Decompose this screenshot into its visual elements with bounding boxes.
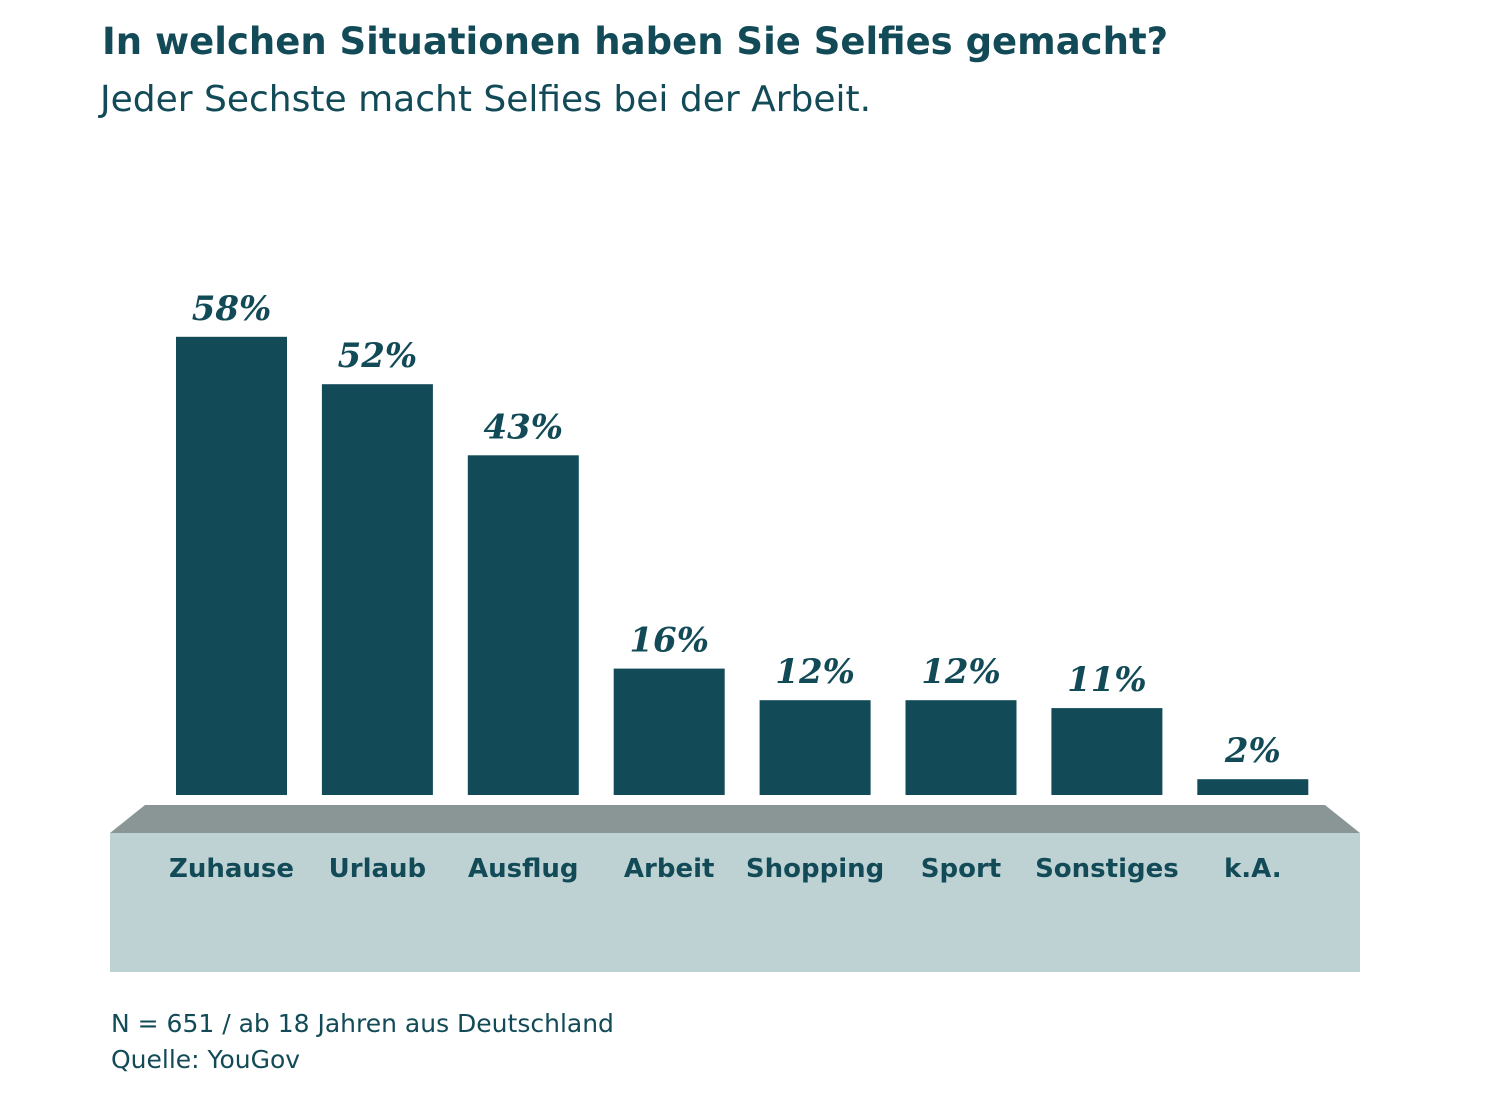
footnote-sample-size: N = 651 / ab 18 Jahren aus Deutschland bbox=[111, 1009, 614, 1038]
value-labels-group: 58% 52% 43% 16% 12% 12% 11% 2% bbox=[192, 289, 1281, 771]
chart-base-top bbox=[110, 805, 1360, 833]
category-label: Sonstiges bbox=[1035, 854, 1179, 884]
category-labels-group: Zuhause Urlaub Ausflug Arbeit Shopping Sport S… bbox=[169, 854, 1282, 884]
bar-zuhause bbox=[176, 336, 287, 795]
value-label: 12% bbox=[921, 652, 1001, 692]
category-label: k.A. bbox=[1224, 854, 1282, 884]
category-label: Urlaub bbox=[329, 854, 427, 884]
value-label: 11% bbox=[1067, 660, 1147, 700]
footnote-source: Quelle: YouGov bbox=[111, 1045, 301, 1074]
bar-k-a bbox=[1197, 779, 1309, 795]
category-label: Arbeit bbox=[624, 854, 715, 884]
bar-sonstiges bbox=[1051, 708, 1163, 795]
category-label: Shopping bbox=[746, 854, 884, 884]
value-label: 43% bbox=[483, 407, 563, 447]
bars-group bbox=[176, 336, 1309, 795]
chart-base-front bbox=[110, 833, 1360, 972]
bar-shopping bbox=[759, 700, 871, 795]
category-label: Zuhause bbox=[169, 854, 294, 884]
value-label: 2% bbox=[1224, 731, 1281, 771]
bar-urlaub bbox=[321, 384, 433, 795]
bar-sport bbox=[905, 700, 1017, 795]
chart-subtitle: Jeder Sechste macht Selfies bei der Arbe… bbox=[100, 79, 872, 120]
bar-arbeit bbox=[613, 668, 725, 795]
value-label: 52% bbox=[338, 336, 418, 376]
value-label: 12% bbox=[775, 652, 855, 692]
value-label: 58% bbox=[192, 289, 272, 329]
chart-title: In welchen Situationen haben Sie Selfies… bbox=[102, 20, 1169, 63]
category-label: Ausflug bbox=[468, 854, 579, 884]
value-label: 16% bbox=[629, 621, 709, 661]
bar-chart: 58% 52% 43% 16% 12% 12% 11% 2% Zuhause Urlaub Aus… bbox=[110, 289, 1360, 972]
bar-ausflug bbox=[467, 455, 579, 795]
category-label: Sport bbox=[921, 854, 1001, 884]
